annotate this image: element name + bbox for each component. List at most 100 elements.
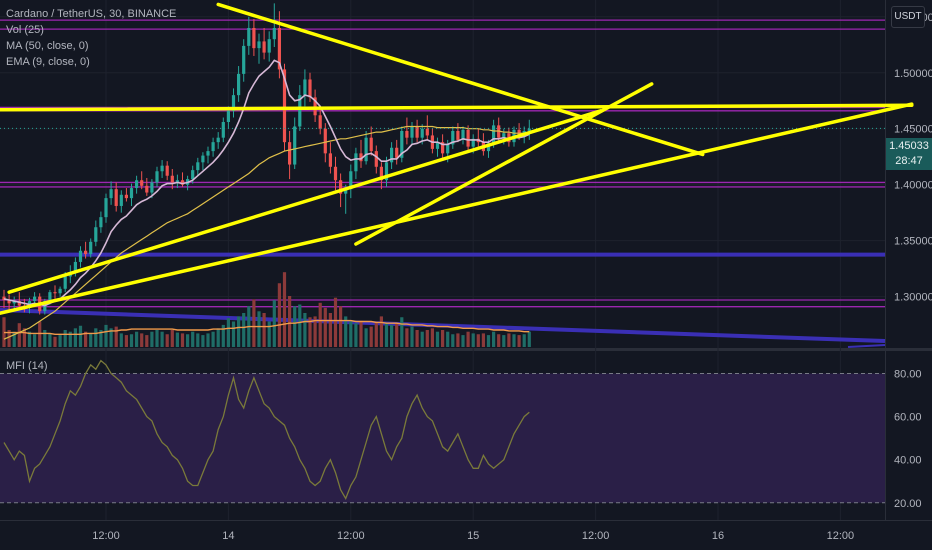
candle-body [466, 129, 470, 147]
candle [160, 160, 164, 178]
volume-bar [527, 331, 531, 347]
time-tick-label: 12:00 [827, 530, 855, 542]
volume-bar [78, 325, 83, 347]
volume-bar [221, 324, 225, 347]
time-tick-label: 12:00 [582, 530, 610, 542]
yellow-trendline-4 [7, 109, 603, 294]
candle-body [99, 217, 103, 228]
volume-bar [313, 316, 317, 347]
volume-bar [303, 313, 307, 347]
candle [94, 220, 98, 247]
last-price-tag: 1.45033 28:47 [886, 138, 932, 170]
legend-ema9[interactable]: EMA (9, close, 0) [6, 56, 90, 68]
candle-body [221, 122, 225, 138]
candle [109, 181, 113, 205]
legend-volume[interactable]: Vol (25) [6, 24, 44, 36]
candle-body [492, 125, 496, 144]
candle [53, 285, 57, 299]
candle-body [303, 79, 307, 96]
candle [7, 294, 11, 311]
candle-body [339, 180, 343, 194]
volume-bar [58, 335, 62, 347]
candle [196, 157, 200, 176]
symbol-title[interactable]: Cardano / TetherUS, 30, BINANCE [6, 8, 177, 20]
candle [124, 188, 128, 202]
candle-body [33, 296, 37, 302]
volume-bar [339, 306, 343, 347]
mfi-title[interactable]: MFI (14) [6, 360, 48, 372]
volume-bar [68, 331, 72, 347]
volume-bar [272, 300, 276, 347]
volume-bar [145, 335, 149, 347]
candle [206, 146, 210, 164]
candle-body [405, 130, 409, 138]
volume-bar [364, 328, 368, 347]
volume-bar [288, 296, 292, 347]
candle-body [252, 27, 256, 49]
price-tick-label: 1.35000 [894, 236, 932, 248]
volume-bar [369, 326, 373, 347]
volume-bar [129, 334, 134, 347]
volume-bar [323, 307, 327, 347]
yellow-trendline-2 [216, 2, 705, 157]
volume-bar [216, 328, 220, 347]
volume-bar [27, 331, 32, 347]
candle-body [226, 110, 230, 123]
candle [58, 286, 62, 297]
volume-bar [242, 313, 246, 347]
candle-body [160, 165, 164, 172]
volume-bar [359, 321, 363, 347]
candle-body [313, 97, 317, 116]
legend-ma50[interactable]: MA (50, close, 0) [6, 40, 89, 52]
candle [165, 161, 169, 181]
volume-bar [160, 331, 164, 347]
yellow-trendline-0 [0, 102, 914, 315]
candle [400, 126, 404, 163]
volume-bar [140, 333, 144, 347]
volume-bar [282, 272, 287, 347]
bar-countdown: 28:47 [895, 155, 923, 167]
candle-body [7, 299, 11, 304]
volume-bar [109, 328, 113, 347]
volume-bar [165, 334, 169, 347]
volume-bar [384, 323, 389, 347]
candle-body [435, 142, 440, 149]
candle-body [384, 162, 389, 181]
mfi-legend[interactable]: MFI (14) [6, 358, 48, 374]
volume-bar [405, 328, 409, 347]
candle [293, 117, 297, 170]
volume-bar [38, 321, 42, 347]
candle [201, 152, 205, 171]
candle [328, 142, 332, 174]
volume-bar [293, 306, 297, 347]
candle-body [328, 153, 332, 167]
candle [78, 246, 83, 268]
currency-button[interactable]: USDT [891, 6, 925, 28]
volume-bar [252, 299, 256, 347]
candle [405, 117, 409, 145]
volume-bar [277, 283, 281, 347]
mfi-line [3, 359, 530, 500]
candle-body [502, 133, 506, 138]
candle-body [364, 137, 368, 162]
volume-bar [170, 330, 174, 347]
candle [303, 69, 307, 107]
candle [415, 119, 419, 143]
volume-bar [48, 333, 52, 347]
candle-body [323, 128, 327, 154]
volume-bars [2, 272, 531, 347]
candle [211, 137, 215, 157]
candle [252, 19, 256, 56]
volume-bar [150, 331, 154, 347]
candle-body [242, 45, 246, 74]
volume-bar [43, 330, 47, 347]
price-tick-label: 1.30000 [894, 292, 932, 304]
volume-bar [415, 330, 419, 347]
volume-bar [17, 323, 21, 347]
candle [175, 174, 179, 189]
candle-body [395, 147, 399, 158]
candle [221, 117, 225, 143]
volume-bar [466, 331, 470, 347]
candle-body [267, 39, 271, 53]
